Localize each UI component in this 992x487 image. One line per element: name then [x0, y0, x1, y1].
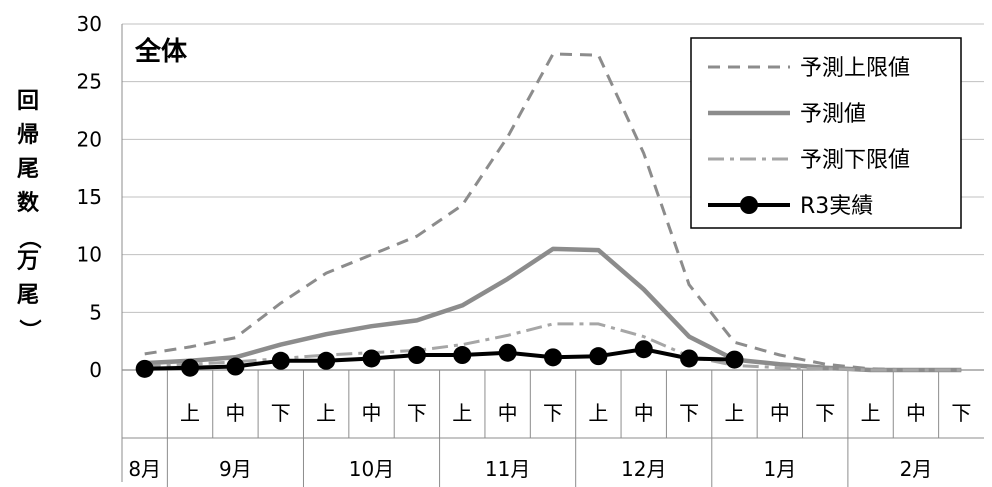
legend-box: [690, 37, 962, 229]
x-tick-label: 中: [770, 401, 790, 425]
y-label-char: 万: [16, 249, 39, 274]
data-point: [680, 349, 699, 368]
y-tick-label: 30: [77, 12, 102, 36]
y-label-char: 尾: [17, 157, 39, 182]
legend-label-1: 予測値: [800, 102, 866, 127]
month-label: 12月: [621, 457, 666, 481]
y-label-char: 尾: [17, 283, 39, 308]
data-point: [498, 343, 517, 362]
gridlines: [122, 23, 984, 371]
x-tick-label: 上: [861, 401, 881, 425]
month-label: 11月: [485, 457, 530, 481]
chart-title: 全体: [134, 36, 188, 67]
legend-label-3: R3実績: [800, 194, 873, 219]
series-line-1: [144, 246, 962, 373]
month-label: 10月: [349, 457, 394, 481]
month-label: 9月: [219, 457, 252, 481]
data-point: [226, 357, 245, 376]
series-line-0: [144, 52, 962, 372]
x-tick-label: 上: [588, 401, 608, 425]
legend-marker: [740, 196, 758, 214]
y-tick-label: 15: [77, 185, 102, 209]
data-point: [634, 340, 653, 359]
y-label-char: 帰: [17, 123, 39, 148]
x-tick-label: 上: [180, 401, 200, 425]
x-tick-label: 下: [543, 401, 563, 425]
y-tick-label: 20: [77, 127, 102, 151]
x-tick-label: 中: [906, 401, 926, 425]
axes: 0 5 10 15 20 25 30 上 中 下 上 中 下 上 中 下 上 中 下 上 中 下 上 中 下 8月 9月 10月 11月…: [77, 12, 984, 487]
data-point: [181, 358, 200, 377]
x-tick-label: 上: [316, 401, 336, 425]
data-point: [725, 350, 744, 369]
x-tick-label: 下: [407, 401, 427, 425]
data-point: [544, 348, 562, 367]
y-label-char: ）: [16, 319, 41, 341]
y-label-char: （: [16, 227, 41, 249]
x-tick-label: 上: [724, 401, 744, 425]
data-point: [589, 347, 608, 366]
data-point: [271, 351, 290, 370]
series-markers: [135, 340, 744, 378]
data-point: [317, 351, 336, 370]
legend-label-2: 予測下限値: [800, 148, 910, 173]
y-label-char-text: ）: [16, 319, 41, 341]
y-tick-label: 10: [77, 243, 102, 267]
legend-label-0: 予測上限値: [800, 56, 910, 81]
y-label-char: 数: [17, 190, 40, 216]
y-tick-label: 5: [89, 300, 102, 324]
x-tick-label: 下: [815, 401, 835, 425]
data-point: [362, 349, 381, 368]
month-label: 8月: [128, 457, 161, 481]
x-tick-label: 下: [951, 401, 971, 425]
month-label: 2月: [900, 457, 933, 481]
x-tick-label: 下: [271, 401, 291, 425]
y-tick-label: 25: [77, 70, 102, 94]
data-point: [453, 346, 472, 365]
x-tick-label: 上: [452, 401, 472, 425]
y-tick-label: 0: [89, 358, 102, 382]
y-label-char: 回: [17, 89, 39, 114]
y-label-char-text: （: [16, 227, 41, 249]
data-point: [135, 359, 154, 378]
x-tick-label: 中: [498, 401, 518, 425]
month-label: 1月: [763, 457, 796, 481]
x-tick-label: 下: [679, 401, 699, 425]
data-point: [407, 346, 426, 365]
x-tick-label: 中: [362, 401, 382, 425]
x-tick-label: 中: [225, 401, 245, 425]
x-tick-label: 中: [634, 401, 654, 425]
